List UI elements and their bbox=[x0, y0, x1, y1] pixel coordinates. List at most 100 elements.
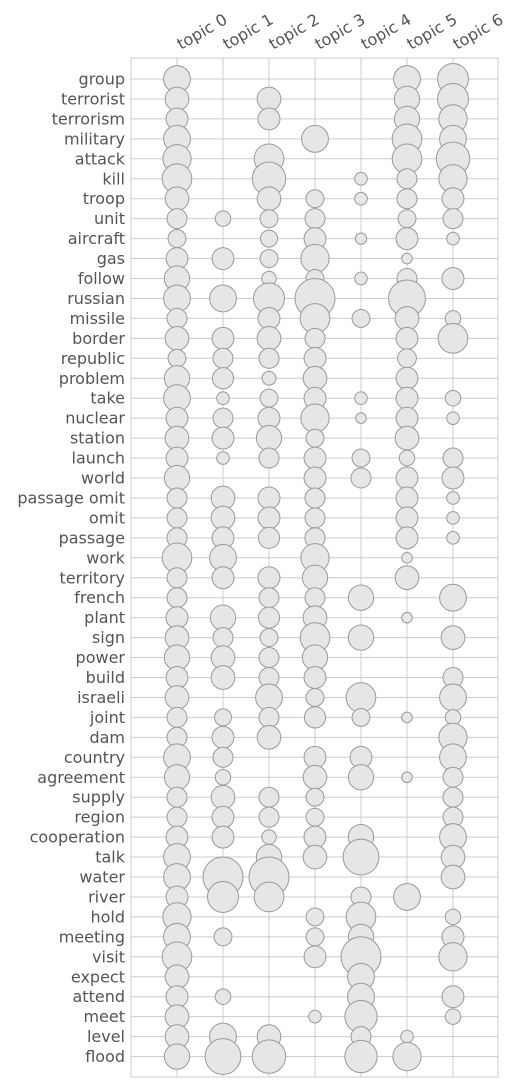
bubble bbox=[438, 942, 468, 972]
y-tick-label: river bbox=[88, 887, 125, 906]
bubble bbox=[166, 507, 188, 529]
bubble bbox=[394, 425, 420, 451]
bubble bbox=[351, 707, 371, 727]
bubble bbox=[209, 604, 237, 631]
y-tick-label: expect bbox=[71, 967, 125, 986]
y-tick-label: passage omit bbox=[17, 488, 125, 507]
x-tick-label: topic 0 bbox=[174, 10, 231, 54]
bubble bbox=[302, 365, 328, 391]
bubble bbox=[342, 838, 380, 876]
bubble bbox=[212, 407, 234, 429]
bubble bbox=[164, 964, 190, 990]
bubble bbox=[441, 985, 465, 1009]
bubble bbox=[258, 647, 280, 669]
y-tick-label: visit bbox=[92, 947, 125, 966]
bubble bbox=[204, 1038, 242, 1075]
bubble bbox=[395, 366, 419, 390]
bubble bbox=[401, 252, 413, 265]
bubble bbox=[441, 267, 465, 290]
bubble bbox=[347, 624, 375, 651]
bubble bbox=[166, 567, 188, 589]
y-tick-label: border bbox=[72, 329, 125, 348]
bubble bbox=[446, 511, 460, 525]
y-tick-label: russian bbox=[67, 289, 125, 308]
bubble bbox=[347, 764, 375, 791]
bubble bbox=[259, 249, 279, 268]
x-tick-label: topic 1 bbox=[220, 10, 277, 54]
y-tick-label: joint bbox=[89, 708, 125, 727]
bubble bbox=[251, 1039, 287, 1074]
bubble bbox=[303, 466, 327, 490]
bubble bbox=[216, 451, 230, 465]
bubble bbox=[395, 466, 419, 490]
y-tick-label: aircraft bbox=[68, 229, 125, 248]
y-tick-label: meeting bbox=[59, 927, 125, 946]
y-tick-label: follow bbox=[78, 269, 125, 288]
bubble bbox=[350, 467, 372, 489]
bubble bbox=[257, 486, 281, 510]
y-tick-label: agreement bbox=[37, 768, 125, 787]
bubble bbox=[354, 391, 368, 406]
bubble bbox=[214, 708, 232, 727]
bubble bbox=[446, 411, 460, 425]
bubble bbox=[302, 844, 328, 870]
bubble bbox=[303, 666, 327, 689]
bubble bbox=[442, 208, 464, 230]
bubble bbox=[344, 1039, 378, 1074]
bubble bbox=[211, 326, 235, 350]
bubble bbox=[164, 425, 190, 451]
y-tick-label: supply bbox=[72, 788, 125, 807]
bubble bbox=[446, 231, 460, 246]
y-tick-label: territory bbox=[59, 568, 125, 587]
bubble bbox=[164, 86, 190, 112]
bubble bbox=[212, 347, 234, 369]
bubble bbox=[211, 367, 235, 390]
y-tick-label: attack bbox=[75, 149, 126, 168]
bubble bbox=[354, 271, 368, 286]
bubble bbox=[300, 403, 330, 433]
y-tick-label: power bbox=[76, 648, 126, 667]
bubble bbox=[167, 229, 187, 249]
bubble bbox=[398, 449, 416, 467]
y-tick-label: omit bbox=[89, 508, 125, 527]
x-tick-label: topic 4 bbox=[358, 10, 415, 54]
bubble bbox=[442, 786, 464, 808]
bubble bbox=[395, 386, 419, 410]
bubble bbox=[257, 606, 281, 629]
y-tick-label: water bbox=[79, 868, 125, 887]
bubble bbox=[255, 424, 283, 452]
bubble bbox=[259, 628, 279, 648]
bubble bbox=[164, 186, 190, 212]
y-tick-label: french bbox=[74, 588, 125, 607]
y-tick-label: level bbox=[87, 1027, 125, 1046]
bubble bbox=[441, 466, 465, 490]
y-tick-label: flood bbox=[85, 1047, 125, 1066]
bubble bbox=[355, 412, 367, 424]
bubble bbox=[305, 907, 325, 927]
x-tick-label: topic 5 bbox=[404, 10, 461, 54]
y-tick-label: talk bbox=[95, 848, 126, 867]
bubble bbox=[444, 908, 462, 926]
bubble bbox=[301, 564, 329, 591]
bubble bbox=[401, 552, 413, 564]
y-tick-label: kill bbox=[102, 169, 125, 188]
y-tick-label: republic bbox=[61, 349, 125, 368]
bubble bbox=[302, 764, 328, 790]
bubble bbox=[395, 506, 419, 530]
bubble bbox=[210, 784, 236, 810]
bubble bbox=[441, 187, 465, 211]
bubble bbox=[304, 208, 326, 230]
bubble bbox=[442, 766, 464, 788]
bubble bbox=[303, 446, 327, 470]
bubble bbox=[304, 487, 326, 509]
bubble bbox=[401, 771, 413, 784]
bubble bbox=[255, 683, 283, 712]
bubble bbox=[210, 505, 236, 531]
bubble bbox=[305, 428, 325, 448]
bubble bbox=[212, 746, 234, 768]
bubble bbox=[163, 1043, 191, 1070]
bubble bbox=[259, 388, 279, 408]
bubble bbox=[166, 706, 188, 728]
bubble bbox=[166, 307, 188, 329]
